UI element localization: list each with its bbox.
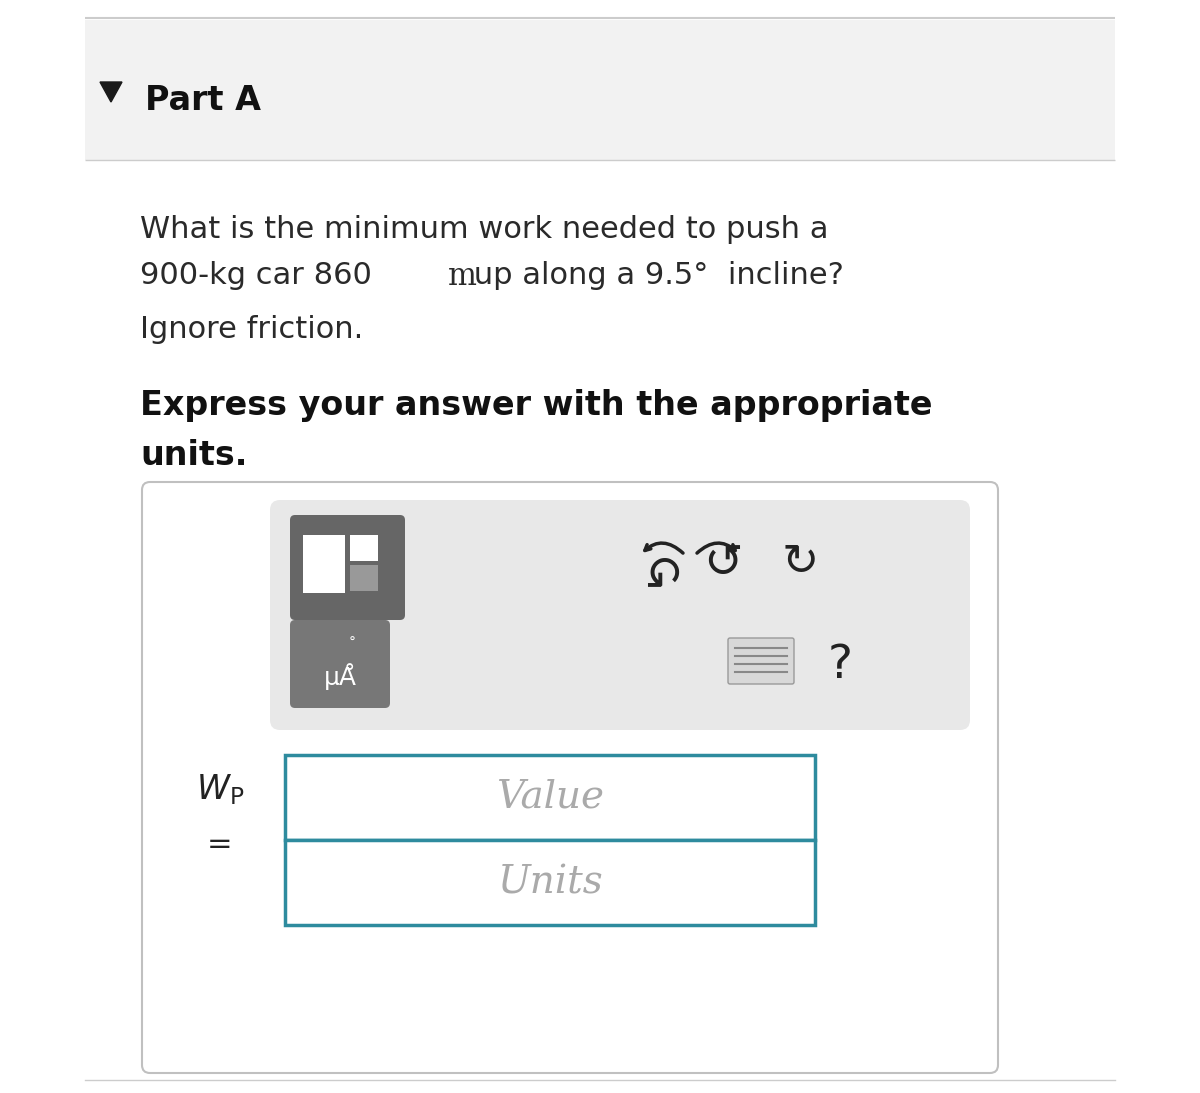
FancyBboxPatch shape: [290, 515, 406, 620]
Bar: [286, 755, 815, 841]
Text: up along a 9.5°  incline?: up along a 9.5° incline?: [464, 261, 844, 290]
Text: Units: Units: [497, 863, 602, 901]
Text: ↻: ↻: [781, 541, 818, 584]
Text: ↺: ↺: [703, 542, 743, 588]
Bar: [85, 20, 1115, 160]
FancyBboxPatch shape: [142, 482, 998, 1073]
Text: Ignore friction.: Ignore friction.: [140, 315, 364, 344]
Text: °: °: [348, 636, 355, 650]
Text: ↺: ↺: [635, 542, 674, 588]
FancyBboxPatch shape: [290, 620, 390, 708]
Text: Express your answer with the appropriate: Express your answer with the appropriate: [140, 389, 932, 422]
Text: μÅ: μÅ: [324, 663, 356, 691]
Text: Value: Value: [496, 779, 604, 816]
Text: ?: ?: [828, 643, 852, 687]
Text: =: =: [208, 831, 233, 859]
Text: $W_{\mathrm{P}}$: $W_{\mathrm{P}}$: [196, 773, 244, 808]
Polygon shape: [100, 82, 122, 102]
Text: m: m: [448, 261, 478, 292]
Text: 900-kg car 860: 900-kg car 860: [140, 261, 382, 290]
Bar: [350, 565, 378, 591]
FancyBboxPatch shape: [728, 638, 794, 684]
Text: units.: units.: [140, 439, 247, 472]
FancyBboxPatch shape: [270, 500, 970, 730]
Text: What is the minimum work needed to push a: What is the minimum work needed to push …: [140, 215, 828, 244]
Bar: [302, 534, 346, 593]
Text: Part A: Part A: [145, 83, 262, 117]
Bar: [286, 841, 815, 925]
Bar: [350, 534, 378, 561]
